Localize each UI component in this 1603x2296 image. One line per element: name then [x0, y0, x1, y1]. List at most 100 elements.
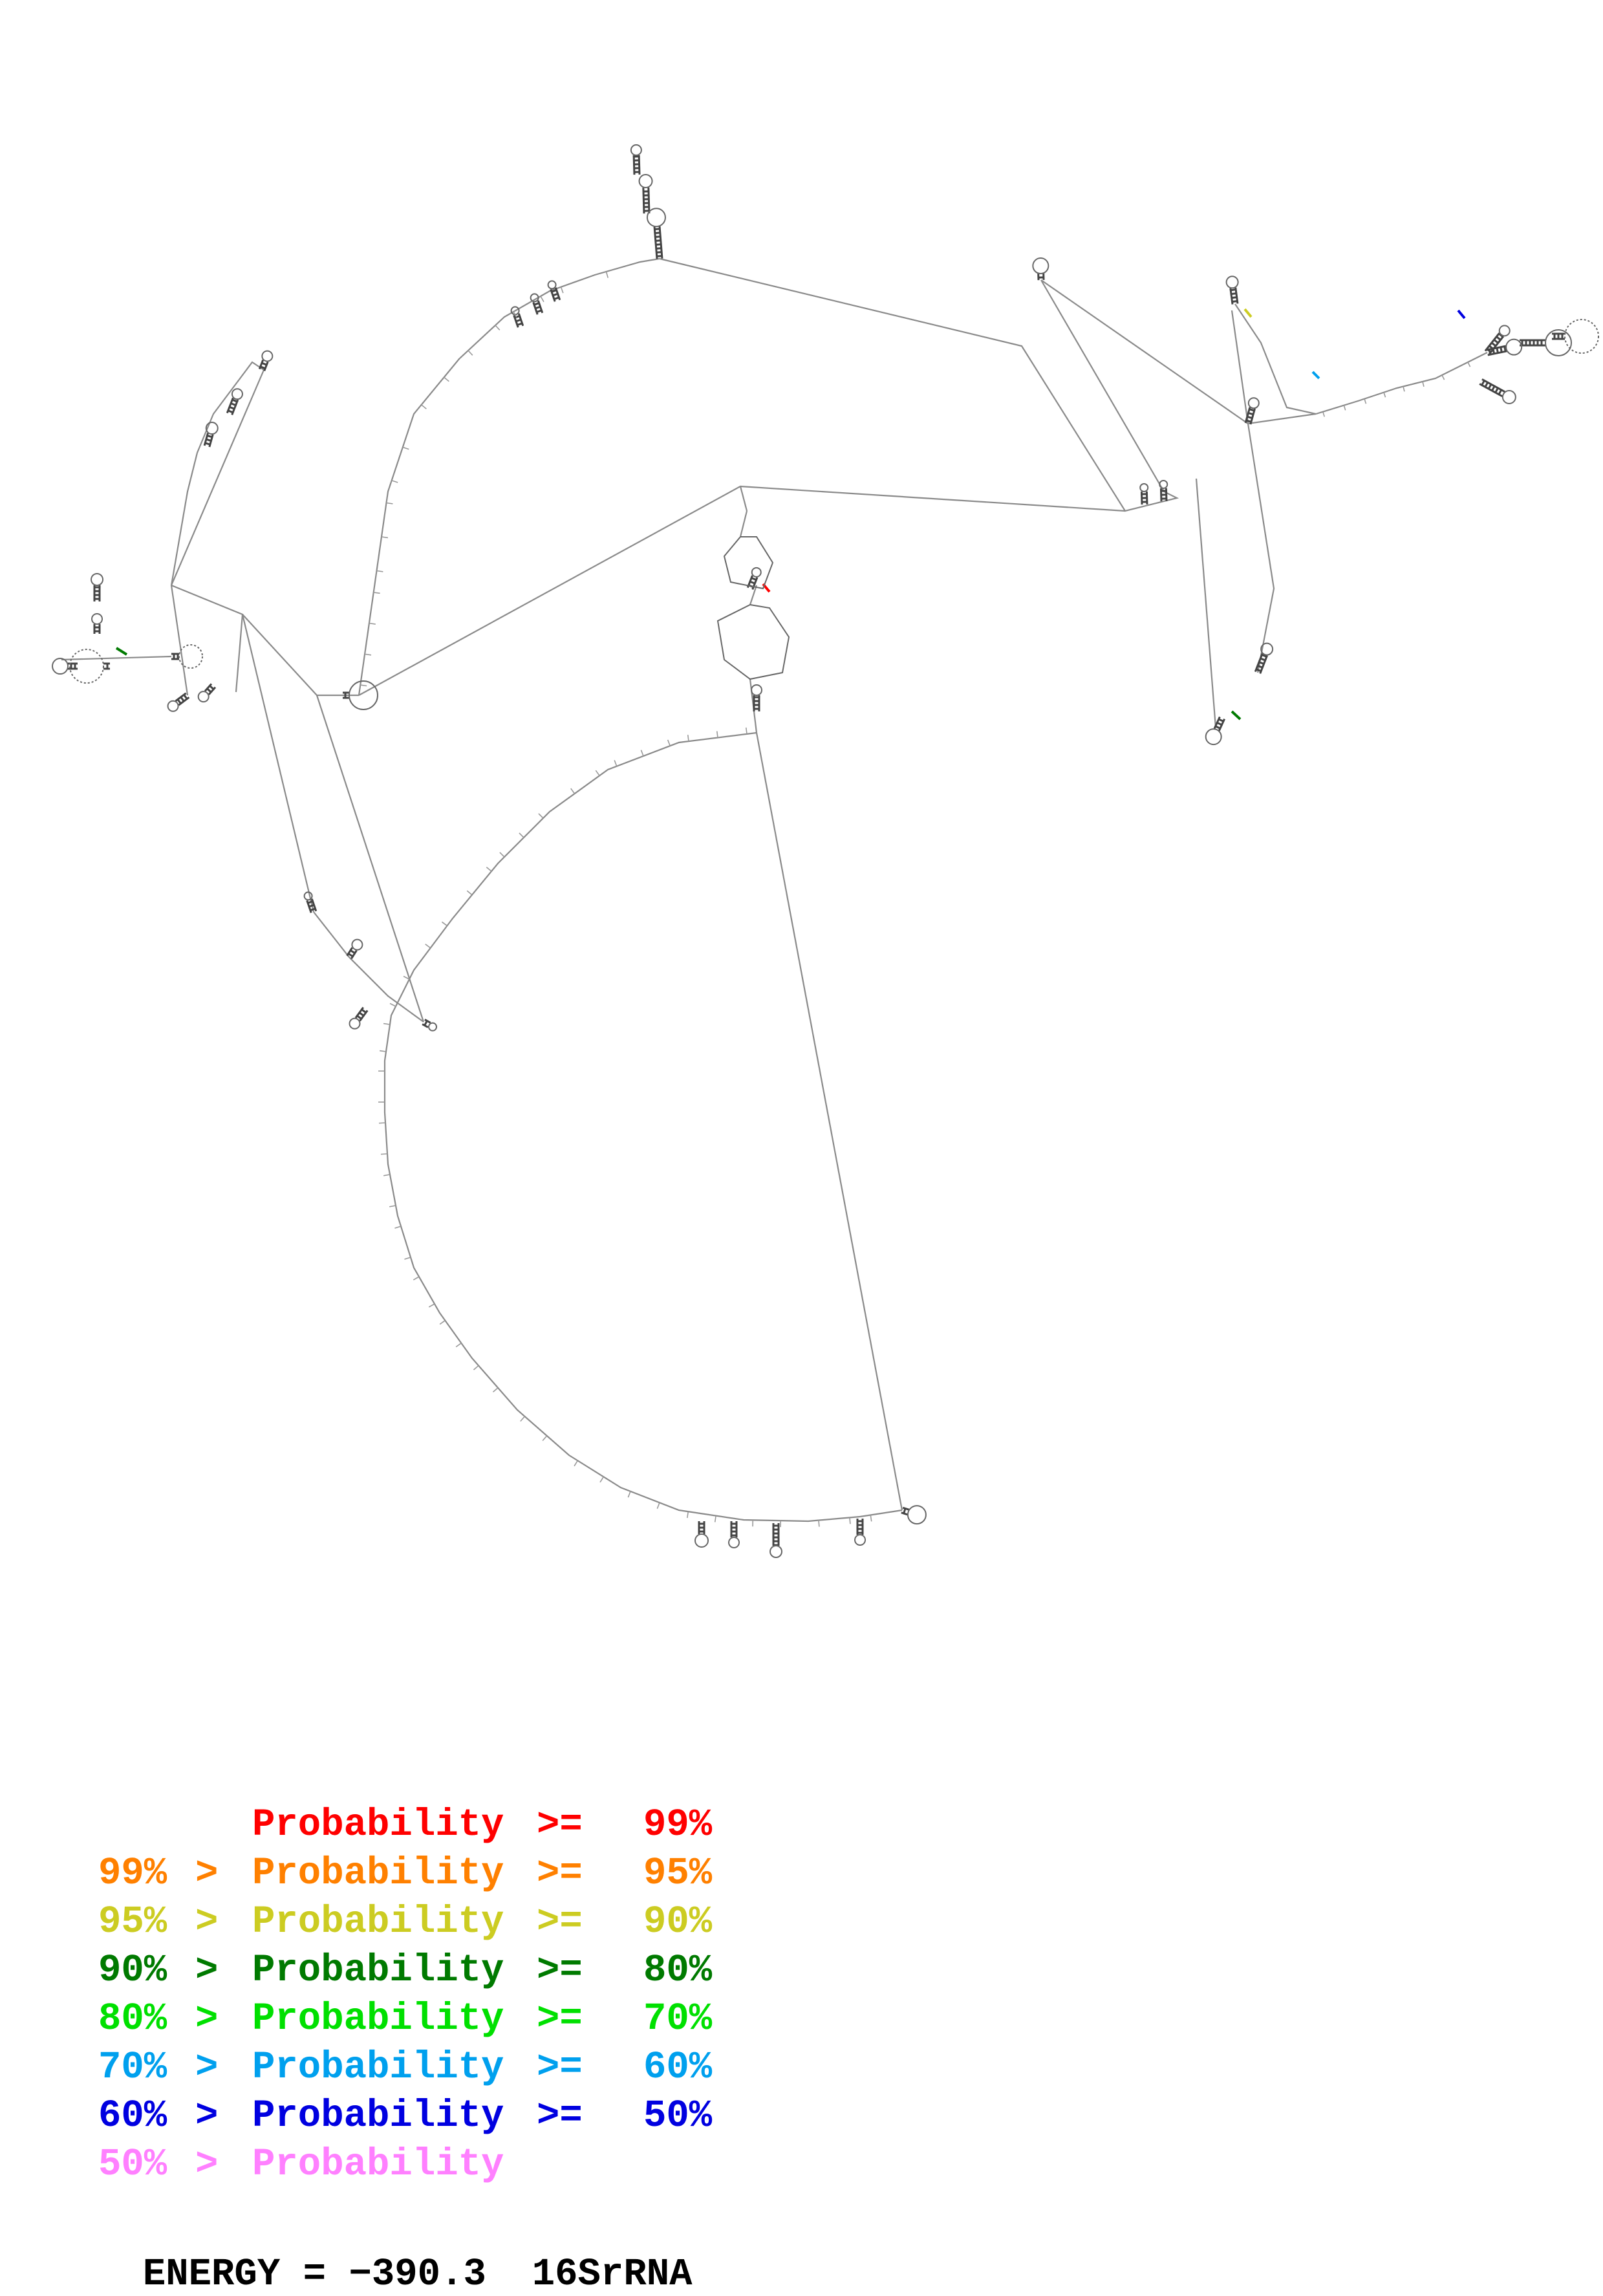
rna-helices: [68, 155, 1565, 1546]
backbone-segment: [171, 585, 242, 692]
hairpin-loop: [1500, 325, 1510, 336]
base-pair: [656, 248, 662, 249]
legend-high-bound: 95%: [643, 1854, 712, 1892]
base-pair: [357, 1016, 361, 1019]
hairpin-loop: [199, 691, 209, 702]
backbone-segment: [1235, 304, 1316, 414]
energy-footer: ENERGY = −390.3 16SrRNA: [97, 2209, 693, 2296]
molecule-name: 16SrRNA: [532, 2253, 693, 2296]
hairpin-loop: [770, 1546, 782, 1557]
legend-low-bound: 99%: [98, 1854, 167, 1892]
base-tick: [717, 731, 718, 738]
backbone-segment: [61, 656, 171, 660]
base-tick: [715, 1516, 716, 1522]
base-pair: [1485, 382, 1488, 387]
legend-label: Probability: [252, 1854, 504, 1892]
base-pair: [1216, 726, 1220, 728]
base-pair: [537, 310, 542, 312]
backbone-segment: [757, 733, 902, 1510]
hairpin-loop: [751, 685, 762, 695]
base-tick: [392, 481, 398, 482]
backbone-segment: [171, 585, 188, 695]
base-tick: [468, 351, 473, 355]
base-pair: [1217, 722, 1221, 724]
base-tick: [500, 852, 504, 857]
base-tick: [413, 1277, 419, 1280]
backbone-segment: [359, 259, 660, 695]
hairpin-loop: [350, 1019, 360, 1029]
hairpin-loop: [1506, 340, 1522, 355]
base-pair: [656, 244, 661, 245]
legend-low-bound: 90%: [98, 1951, 167, 1989]
rna-secondary-structure-diagram: [0, 0, 1603, 1682]
base-tick: [360, 685, 367, 686]
base-pair: [181, 697, 184, 701]
base-tick: [473, 1365, 479, 1370]
multi-loop: [718, 605, 789, 679]
base-pair: [904, 1508, 905, 1513]
base-pair: [535, 307, 541, 309]
base-tick: [369, 623, 376, 624]
backbone-segment: [314, 912, 424, 1022]
base-pair: [425, 1021, 427, 1025]
base-tick: [641, 750, 643, 756]
base-tick: [870, 1515, 872, 1522]
base-tick: [456, 1343, 461, 1347]
base-tick: [543, 1436, 547, 1441]
hairpin-loop: [647, 208, 665, 226]
base-pair: [210, 686, 213, 689]
colored-base-pair: [116, 648, 127, 655]
base-tick: [668, 740, 671, 746]
base-pair: [553, 294, 558, 296]
hairpin-loop: [168, 701, 178, 711]
base-pair: [1492, 343, 1496, 346]
base-pair: [262, 363, 266, 365]
base-pair: [1497, 348, 1498, 353]
base-tick: [429, 1304, 435, 1307]
base-pair: [1494, 340, 1498, 343]
base-pair: [1219, 719, 1223, 721]
legend-label: Probability: [252, 1951, 504, 1989]
legend-low-bound: 95%: [98, 1903, 167, 1941]
base-tick: [390, 1004, 396, 1006]
legend-operator: >: [195, 2097, 218, 2135]
colored-base-pair: [1458, 310, 1465, 318]
legend-label: Probability: [252, 2097, 504, 2135]
base-pair: [205, 443, 210, 444]
energy-value: −390.3: [349, 2253, 486, 2296]
colored-base-pair: [1245, 309, 1251, 317]
base-tick: [425, 944, 431, 948]
legend-high-bound: 99%: [643, 1806, 712, 1844]
hairpin-loop: [695, 1534, 708, 1547]
legend-high-bound: 90%: [643, 1903, 712, 1941]
base-pair: [1499, 390, 1501, 395]
backbone-segment: [1248, 424, 1274, 673]
rna-backbone: [61, 259, 1487, 1521]
base-pair: [206, 439, 211, 440]
base-tick: [539, 814, 543, 818]
backbone-segment: [359, 486, 1125, 695]
base-pair: [1489, 384, 1491, 389]
legend-label: Probability: [252, 2000, 504, 2038]
base-tick: [383, 1175, 390, 1176]
base-tick: [571, 788, 575, 794]
base-tick: [486, 867, 491, 871]
helix-stem: [660, 226, 662, 259]
base-pair: [751, 578, 756, 580]
backbone-segment: [171, 370, 264, 585]
hairpin-loop: [631, 145, 641, 155]
hairpin-loop: [752, 568, 761, 577]
internal-loop: [724, 537, 773, 589]
legend-low-bound: 70%: [98, 2048, 167, 2086]
legend-high-bound: 80%: [643, 1951, 712, 1989]
base-pair: [1256, 669, 1261, 671]
base-pair: [230, 407, 234, 409]
backbone-segment: [740, 486, 747, 511]
hairpin-loop: [92, 614, 102, 624]
legend-operator: >=: [537, 1951, 583, 1989]
base-tick: [614, 760, 617, 766]
base-pair: [534, 303, 539, 305]
base-tick: [657, 1502, 660, 1508]
legend-operator: >=: [537, 1854, 583, 1892]
hairpin-loop: [1227, 276, 1238, 288]
